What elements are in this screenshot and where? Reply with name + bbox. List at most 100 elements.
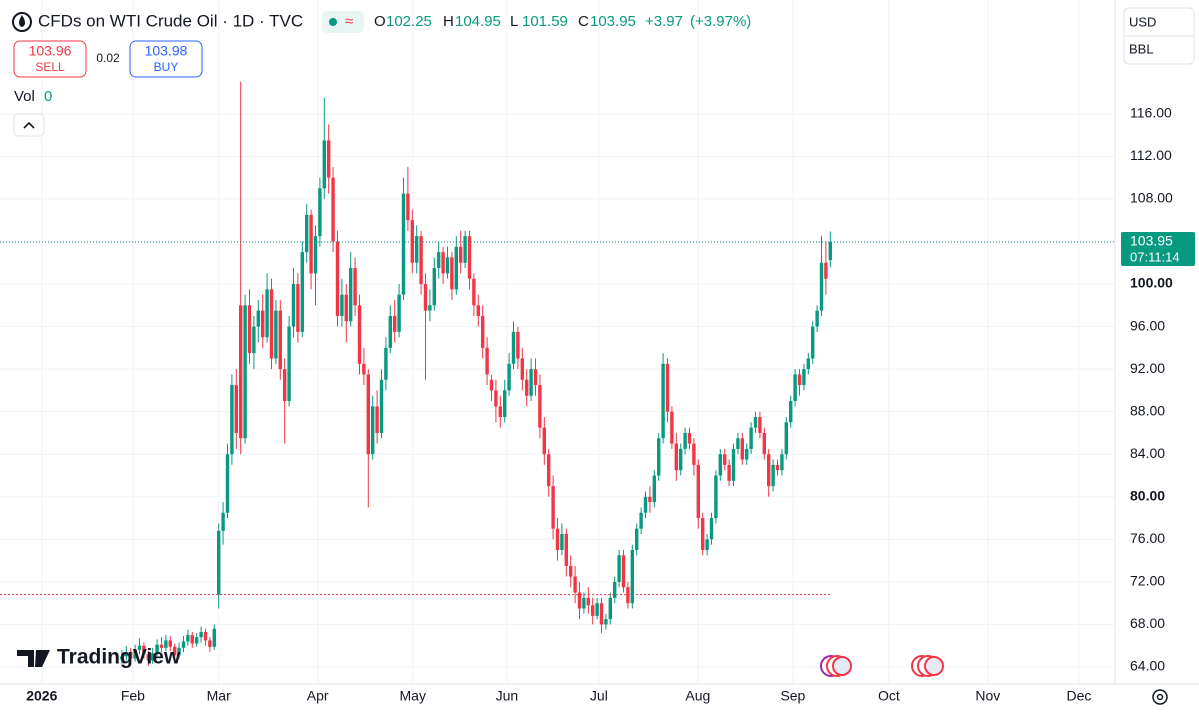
- candle-body: [775, 464, 780, 471]
- candle-body: [463, 236, 467, 263]
- candle-body: [657, 438, 661, 476]
- event-icon[interactable]: [924, 656, 944, 676]
- candle-body: [630, 549, 635, 604]
- ohlc-value: 103.95: [590, 13, 636, 30]
- x-tick-label: Jul: [590, 688, 608, 704]
- candle-body: [203, 631, 208, 641]
- candle-body: [348, 268, 353, 322]
- y-tick-label: 68.00: [1130, 615, 1165, 631]
- candle-body: [533, 369, 538, 386]
- candle-body: [344, 294, 348, 322]
- y-tick-label: 108.00: [1130, 190, 1173, 206]
- logo-mark: [17, 650, 34, 667]
- candle-body: [507, 363, 511, 391]
- candle-body: [551, 486, 555, 529]
- buy-label: BUY: [154, 60, 179, 74]
- candle-body: [362, 363, 366, 375]
- candle-body: [723, 454, 727, 465]
- candle-body: [692, 443, 696, 465]
- candle-body: [278, 310, 282, 370]
- candle-body: [824, 262, 828, 279]
- candle-body: [546, 454, 551, 487]
- candle-body: [802, 369, 806, 386]
- ohlc-label: C: [578, 13, 589, 30]
- candle-body: [458, 246, 463, 263]
- sell-button[interactable]: [13, 40, 87, 78]
- candle-body: [423, 284, 428, 311]
- candle-body: [480, 315, 485, 348]
- candle-body: [529, 369, 533, 396]
- candle-body: [419, 236, 423, 285]
- x-tick-label: Sep: [780, 688, 805, 704]
- change-percent: (+3.97%): [690, 13, 751, 30]
- candle-body: [516, 331, 520, 359]
- settings-icon[interactable]: [1152, 689, 1168, 705]
- y-tick-label: 76.00: [1130, 530, 1165, 546]
- candle-body: [269, 289, 274, 359]
- candle-body: [238, 305, 243, 439]
- candle-body: [322, 140, 326, 189]
- candle-body: [199, 631, 203, 638]
- candle-body: [414, 236, 419, 263]
- candle-body: [186, 635, 190, 642]
- plot-area: [0, 81, 1115, 666]
- candle-body: [401, 193, 406, 295]
- buy-button[interactable]: [129, 40, 203, 78]
- candle-body: [745, 448, 749, 460]
- volume-value: 0: [44, 88, 52, 105]
- candle-body: [287, 326, 291, 402]
- candle-body: [828, 242, 833, 261]
- symbol-icon-drop: [19, 15, 25, 27]
- candle-body: [441, 252, 445, 274]
- x-tick-label: Aug: [685, 688, 710, 704]
- candle-body: [331, 177, 335, 242]
- symbol-icon: [12, 12, 32, 32]
- candle-body: [621, 555, 626, 588]
- candle-body: [538, 385, 542, 428]
- grid: [0, 0, 1115, 684]
- candle-body: [767, 454, 771, 487]
- candle-body: [476, 305, 480, 316]
- candle-body: [326, 140, 331, 178]
- candle-body: [718, 454, 723, 476]
- candle-body: [159, 644, 164, 648]
- candle-body: [472, 278, 476, 306]
- candle-body: [498, 406, 502, 417]
- candle-body: [758, 416, 762, 433]
- candle-body: [489, 379, 494, 391]
- candle-body: [366, 374, 370, 455]
- candle-body: [740, 438, 745, 460]
- event-icon[interactable]: [832, 656, 852, 676]
- ohlc-label: L: [510, 13, 518, 30]
- candle-body: [296, 284, 300, 332]
- x-tick-label: Jun: [496, 688, 519, 704]
- candle-body: [564, 534, 569, 566]
- candle-body: [335, 241, 340, 316]
- y-tick-label: 96.00: [1130, 317, 1165, 333]
- candle-body: [626, 587, 630, 604]
- y-tick-label: 80.00: [1130, 487, 1165, 503]
- x-tick-label: 2026: [26, 688, 57, 704]
- y-tick-label: 100.00: [1130, 275, 1173, 291]
- candle-body: [780, 454, 784, 471]
- unit: BBL: [1129, 41, 1154, 56]
- candle-body: [260, 310, 265, 338]
- candle-body: [124, 652, 128, 657]
- candle-body: [454, 246, 458, 290]
- candle-body: [190, 635, 194, 644]
- collapse-button[interactable]: [13, 113, 45, 137]
- candle-body: [573, 576, 577, 593]
- x-tick-label: Mar: [207, 688, 231, 704]
- x-tick-label: Feb: [121, 688, 145, 704]
- volume-label: Vol: [14, 88, 35, 105]
- candle-body: [397, 294, 401, 332]
- candle-body: [375, 406, 379, 433]
- candle-body: [318, 188, 322, 237]
- candle-body: [520, 358, 524, 380]
- candle-body: [560, 534, 564, 550]
- candle-body: [150, 653, 155, 661]
- candle-body: [243, 305, 247, 439]
